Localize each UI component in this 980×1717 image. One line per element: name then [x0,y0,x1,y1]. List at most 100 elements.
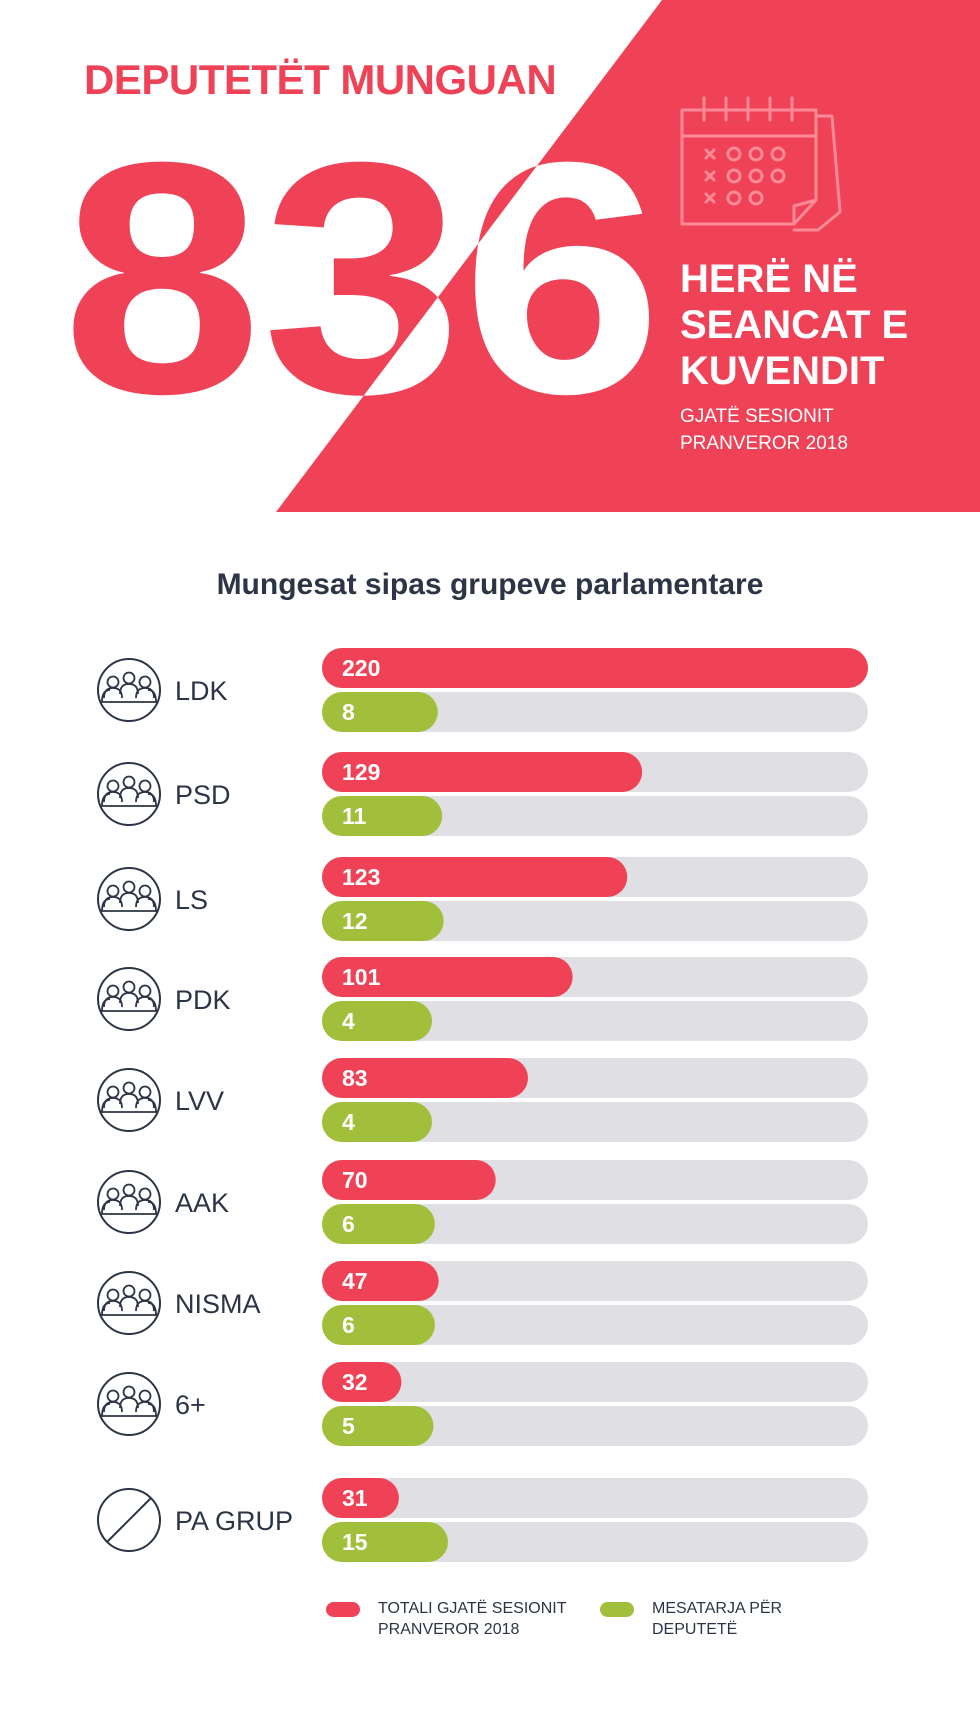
category-label: PDK [175,985,231,1015]
person-head [122,671,136,685]
bar-average-label: 8 [342,699,355,725]
bar-track [322,1261,868,1301]
category-label: 6+ [175,1390,206,1420]
bar-average [322,901,444,941]
bar-total [322,1478,399,1518]
person-side [101,898,157,912]
bar-total [322,752,643,792]
person-head [122,775,136,789]
legend-label-line: TOTALI GJATË SESIONIT [378,1600,567,1617]
bar-track [322,692,868,732]
bar-total [322,1261,439,1301]
legend-swatch-total [326,1602,360,1617]
legend-label-line: PRANVEROR 2018 [378,1621,520,1638]
bar-average-label: 6 [342,1211,355,1237]
person-head [106,984,120,998]
big-number: 836 836 [62,93,662,462]
bar-total-label: 47 [342,1268,368,1294]
hero-subtitle-line: KUVENDIT [680,349,885,393]
category-label: LDK [175,676,228,706]
person-side [101,1099,157,1113]
person-side [101,1403,157,1417]
legend-label-line: MESATARJA PËR [652,1600,783,1617]
legend-item-average: MESATARJA PËR DEPUTETË [600,1598,852,1640]
person-body [119,683,139,695]
bar-total [322,957,573,997]
bar-track [322,1362,868,1402]
bar-average [322,1406,434,1446]
person-body [119,1296,139,1308]
bar-total-label: 123 [342,864,380,890]
bar-track [322,1102,868,1142]
group-icon [97,658,161,722]
person-body [119,787,139,799]
category-label: LVV [175,1086,224,1116]
bar-average [322,1204,435,1244]
hero-period-line: GJATË SESIONIT [680,406,834,427]
bar-total [322,1160,496,1200]
no-group-icon-ring [97,1488,161,1552]
person-body [119,992,139,1004]
category-label: LS [175,885,208,915]
hero-background [276,0,980,512]
bar-track [322,1406,868,1446]
bar-average [322,1522,448,1562]
hero-red-diagonal [276,0,980,512]
bar-total [322,1362,402,1402]
group-icon [97,1170,161,1234]
category-label: NISMA [175,1289,261,1319]
person-side [101,689,157,703]
group-icon-ring [97,1271,161,1335]
person-head [138,1288,152,1302]
person-head [138,884,152,898]
legend-swatch-average [600,1602,634,1617]
bar-average [322,796,443,836]
bar-total-label: 220 [342,655,380,681]
group-icon-ring [97,1170,161,1234]
bar-total-label: 31 [342,1485,368,1511]
bar-track [322,901,868,941]
bar-average [322,692,438,732]
group-icon [97,1372,161,1436]
bar-track [322,1305,868,1345]
bar-track [322,1522,868,1562]
bar-average-label: 4 [342,1109,355,1135]
group-icon-ring [97,967,161,1031]
person-side [101,998,157,1012]
hero-period-line: PRANVEROR 2018 [680,433,848,454]
person-head [138,675,152,689]
bar-track [322,1001,868,1041]
person-head [122,880,136,894]
hero-title: DEPUTETËT MUNGUAN [84,56,557,103]
person-head [138,779,152,793]
person-body [119,1397,139,1409]
bar-total-label: 83 [342,1065,368,1091]
group-icon [97,1068,161,1132]
bar-average-label: 5 [342,1413,355,1439]
person-body [119,1093,139,1105]
group-icon-ring [97,1068,161,1132]
hero-subtitle-line: HERË NË [680,257,858,301]
person-head [138,1085,152,1099]
bar-average [322,1001,432,1041]
bar-average-label: 15 [342,1529,368,1555]
category-label: PA GRUP [175,1506,293,1536]
hero-subtitle: HERË NË SEANCAT E KUVENDIT [680,256,970,394]
group-icon [97,762,161,826]
bar-total-label: 129 [342,759,380,785]
bar-total-label: 32 [342,1369,368,1395]
person-head [122,1183,136,1197]
bar-total-label: 70 [342,1167,368,1193]
person-side [101,1201,157,1215]
bar-total-label: 101 [342,964,381,990]
group-icon-ring [97,867,161,931]
person-head [106,1085,120,1099]
legend-label-average: MESATARJA PËR DEPUTETË [652,1598,852,1640]
chart-title: Mungesat sipas grupeve parlamentare [216,568,764,601]
no-group-icon [97,1488,161,1552]
person-body [119,1195,139,1207]
category-label: AAK [175,1188,229,1218]
group-icon [97,1271,161,1335]
person-head [122,1284,136,1298]
